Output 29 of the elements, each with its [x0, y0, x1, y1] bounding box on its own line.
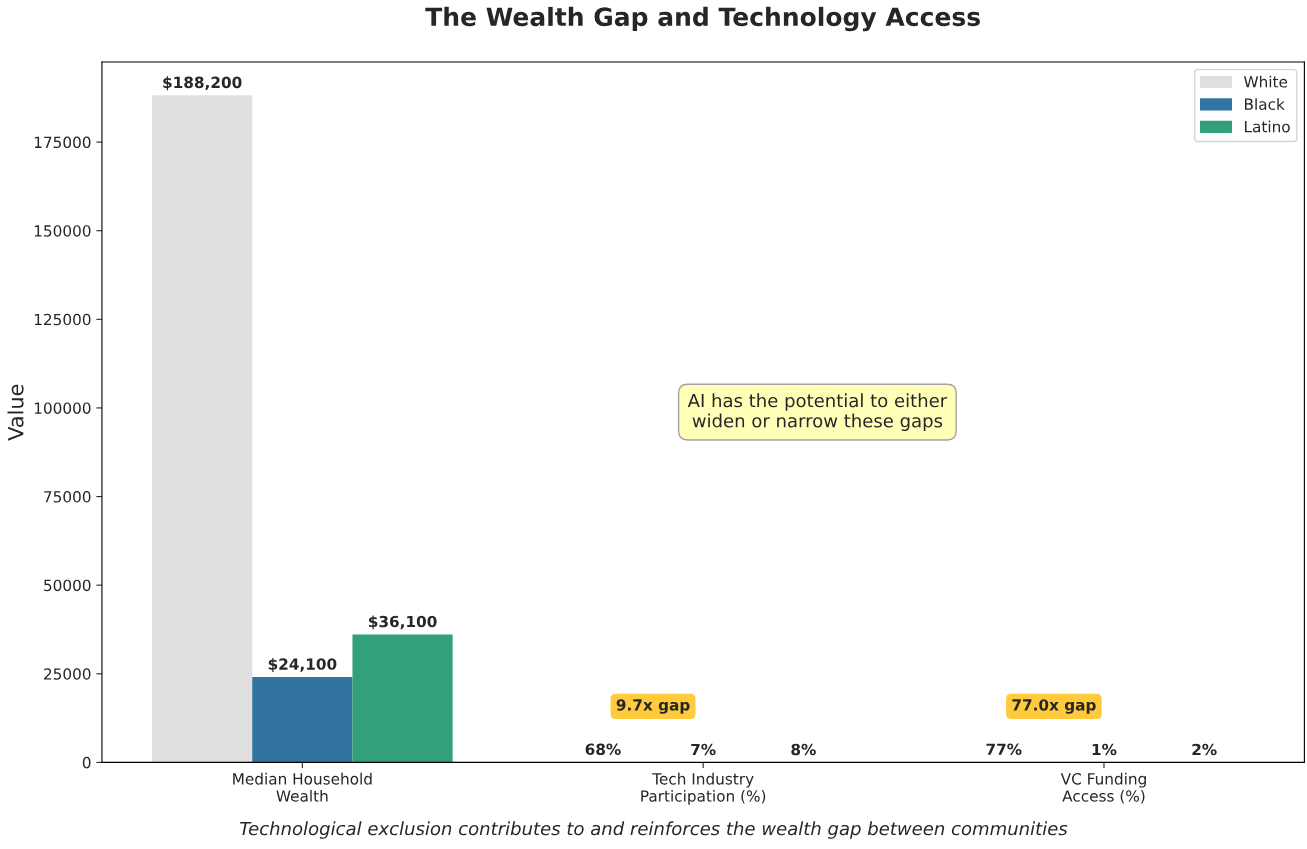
y-tick-label: 25000	[44, 668, 91, 680]
y-tick-label: 175000	[34, 136, 91, 149]
text: Technological exclusion contributes to and reinforces the wealth gap between communities	[240, 821, 1068, 839]
annotation: 77.0x gap	[1012, 699, 1096, 714]
legend-label: Latino	[1245, 120, 1290, 133]
data-label: 2%	[1192, 743, 1217, 756]
annotation: AI has the potential to either widen or narrow these gaps	[687, 393, 948, 432]
data-label: $188,200	[163, 76, 242, 91]
y-tick-label: 125000	[34, 313, 91, 326]
y-tick-label: 100000	[34, 402, 91, 414]
y-tick-label: 150000	[34, 225, 91, 237]
legend-label: Black	[1245, 98, 1285, 110]
data-label: 68%	[585, 743, 621, 756]
x-tick-label: Tech Industry Participation (%)	[641, 772, 766, 805]
y-tick-label: 0	[82, 756, 91, 769]
data-label: 1%	[1092, 743, 1117, 756]
data-label: $36,100	[368, 615, 437, 630]
x-tick-label: Median Household Wealth	[233, 772, 372, 802]
data-label: 8%	[791, 743, 816, 756]
data-label: 77%	[986, 743, 1022, 755]
y-tick-label: 75000	[44, 491, 91, 503]
data-label: $24,100	[268, 658, 337, 672]
legend-label: White	[1244, 75, 1288, 88]
data-label: 7%	[691, 743, 716, 756]
x-tick-label: VC Funding Access (%)	[1060, 772, 1146, 804]
chart-title: The Wealth Gap and Technology Access	[425, 6, 980, 32]
y-axis-title: Value	[7, 384, 24, 441]
y-tick-label: 50000	[44, 579, 91, 592]
annotation: 9.7x gap	[616, 699, 690, 714]
